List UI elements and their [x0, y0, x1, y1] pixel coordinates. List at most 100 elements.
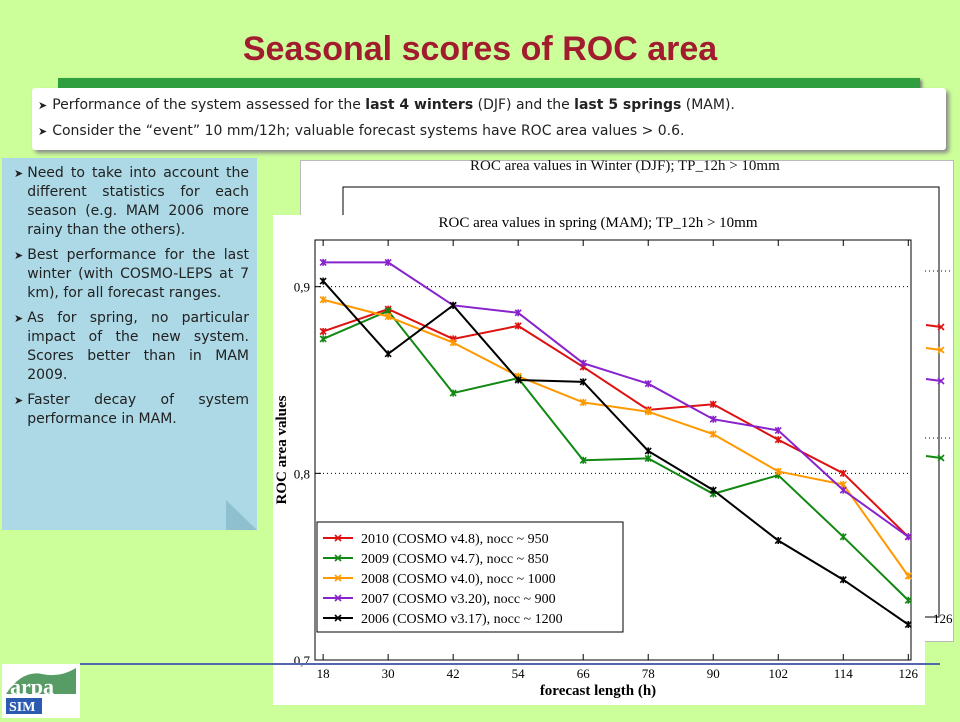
data-point — [709, 430, 717, 438]
data-point — [319, 258, 327, 266]
data-point — [709, 415, 717, 423]
grid-layer — [315, 286, 911, 474]
data-point — [709, 486, 717, 494]
winter-chart-title: ROC area values in Winter (DJF); TP_12h … — [470, 158, 780, 174]
data-point — [839, 486, 847, 494]
data-point — [514, 376, 522, 384]
series-line — [322, 307, 909, 538]
footer-rule — [80, 663, 940, 665]
legend-marker — [334, 534, 342, 542]
data-point — [579, 378, 587, 386]
winter-series-fragment — [925, 347, 942, 351]
legend-marker — [334, 574, 342, 582]
legend-marker — [334, 554, 342, 562]
arrow-bullet-icon: ➤ — [14, 312, 24, 325]
winter-data-point — [937, 323, 945, 331]
x-tick-label: 90 — [707, 666, 720, 681]
note-item: ➤ Need to take into account the different… — [14, 165, 249, 238]
spring-chart-panel: ROC area values in spring (MAM); TP_12h … — [273, 215, 925, 705]
y-tick-label: 0,8 — [294, 466, 310, 481]
data-point — [904, 596, 912, 604]
data-point — [319, 296, 327, 304]
arrow-bullet-icon: ➤ — [38, 125, 48, 138]
winter-data-point — [937, 346, 945, 354]
arrow-bullet-icon: ➤ — [14, 249, 24, 262]
data-point — [319, 335, 327, 343]
data-point — [579, 359, 587, 367]
data-point — [774, 467, 782, 476]
data-point — [904, 533, 912, 541]
legend-frame — [316, 521, 624, 633]
data-point — [644, 447, 652, 455]
legend-marker — [334, 614, 342, 622]
data-point — [449, 301, 457, 309]
notes-box: ➤ Need to take into account the different… — [2, 158, 257, 530]
x-tick-label: 42 — [447, 666, 460, 681]
arpa-logo-icon: arpa SIM — [2, 664, 80, 718]
legend: 2010 (COSMO v4.8), nocc ~ 950 2009 (COSMO… — [316, 521, 624, 633]
data-point — [514, 322, 522, 330]
data-point — [319, 277, 327, 285]
legend-entry: 2006 (COSMO v3.17), nocc ~ 1200 — [361, 612, 563, 627]
data-point — [839, 576, 847, 584]
data-point — [904, 620, 912, 629]
top-bullet-1: ➤ Performance of the system assessed for … — [38, 97, 735, 113]
series-layer — [319, 258, 912, 629]
svg-text:arpa: arpa — [10, 674, 54, 699]
x-tick-label: 30 — [382, 666, 395, 681]
data-point — [904, 572, 912, 580]
note-item: ➤ Faster decay of system performance in M… — [14, 392, 249, 427]
winter-series-fragment — [925, 378, 942, 382]
x-axis-label: forecast length (h) — [540, 683, 656, 699]
data-point — [384, 312, 392, 321]
data-point — [774, 436, 782, 444]
y-axis-label: ROC area values — [274, 395, 290, 504]
data-point — [839, 469, 847, 477]
chart-title: ROC area values in spring (MAM); TP_12h … — [439, 215, 758, 231]
legend-entry: 2010 (COSMO v4.8), nocc ~ 950 — [361, 532, 549, 547]
series-line — [322, 309, 909, 601]
data-point — [449, 339, 457, 347]
top-bullet-box: ➤ Performance of the system assessed for … — [32, 88, 946, 150]
winter-x-tick: 126 — [933, 611, 953, 626]
data-point — [384, 350, 392, 358]
arrow-bullet-icon: ➤ — [14, 167, 24, 180]
data-point — [579, 398, 587, 406]
x-tick-label: 102 — [769, 666, 789, 681]
spring-chart-svg: ROC area values in spring (MAM); TP_12h … — [274, 215, 919, 699]
page-fold-corner — [226, 500, 257, 530]
top-bullet-2: ➤ Consider the “event” 10 mm/12h; valuabl… — [38, 123, 685, 139]
arrow-bullet-icon: ➤ — [38, 99, 48, 112]
x-tick-label: 54 — [512, 666, 526, 681]
series-line — [322, 280, 909, 626]
y-tick-label: 0,7 — [294, 653, 311, 668]
data-point — [774, 426, 782, 434]
svg-text:SIM: SIM — [9, 700, 35, 715]
data-point — [709, 400, 717, 408]
note-item: ➤ As for spring, no particular impact of … — [14, 310, 249, 383]
winter-data-point — [937, 377, 945, 385]
legend-entry: 2009 (COSMO v4.7), nocc ~ 850 — [361, 552, 549, 567]
data-point — [579, 456, 587, 464]
legend-marker — [334, 594, 342, 602]
data-point — [839, 533, 847, 541]
x-tick-label: 114 — [834, 666, 854, 681]
data-point — [644, 454, 652, 462]
arrow-bullet-icon: ➤ — [14, 394, 24, 407]
slide-title: Seasonal scores of ROC area — [242, 30, 718, 68]
data-point — [384, 258, 392, 266]
series-line — [323, 261, 909, 538]
note-item: ➤ Best performance for the last winter (w… — [14, 247, 249, 301]
data-point — [644, 380, 652, 388]
winter-series-fragment — [925, 324, 942, 328]
y-tick-label: 0,9 — [294, 280, 310, 295]
winter-data-point — [937, 454, 945, 462]
legend-entry: 2008 (COSMO v4.0), nocc ~ 1000 — [361, 572, 556, 587]
arpa-logo: arpa SIM — [2, 664, 80, 718]
x-tick-label: 66 — [577, 666, 591, 681]
plot-frame — [314, 239, 912, 661]
data-point — [644, 408, 652, 416]
x-tick-label: 18 — [317, 666, 330, 681]
winter-series-fragment — [925, 455, 942, 459]
data-point — [514, 309, 522, 317]
